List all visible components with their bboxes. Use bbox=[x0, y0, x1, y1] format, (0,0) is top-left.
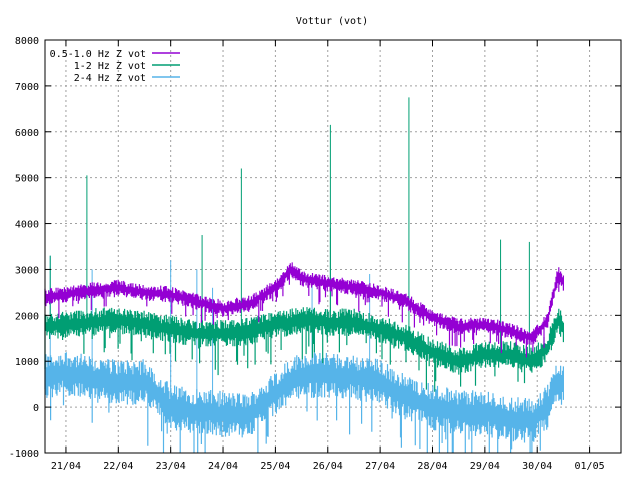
y-tick-label: -1000 bbox=[9, 449, 39, 460]
plot-area bbox=[44, 97, 564, 453]
y-tick-label: 8000 bbox=[15, 36, 39, 47]
x-tick-label: 24/04 bbox=[208, 461, 238, 472]
x-tick-label: 22/04 bbox=[103, 461, 133, 472]
x-tick-label: 28/04 bbox=[417, 461, 447, 472]
series-1-2-hz-z-vot bbox=[44, 97, 564, 392]
x-axis: 21/04 22/04 23/04 24/04 25/04 26/04 27/04 28/04… bbox=[51, 40, 605, 472]
y-tick-label: 7000 bbox=[15, 82, 39, 93]
y-tick-label: 2000 bbox=[15, 311, 39, 322]
x-tick-label: 01/05 bbox=[575, 461, 605, 472]
x-tick-label: 29/04 bbox=[470, 461, 500, 472]
legend-label: 0.5-1.0 Hz Z vot bbox=[50, 49, 146, 60]
y-tick-label: 1000 bbox=[15, 357, 39, 368]
y-tick-label: 3000 bbox=[15, 265, 39, 276]
x-tick-label: 30/04 bbox=[522, 461, 552, 472]
y-tick-label: 5000 bbox=[15, 174, 39, 185]
x-tick-label: 23/04 bbox=[156, 461, 186, 472]
plot-frame bbox=[44, 39, 622, 454]
chart-title: Vottur (vot) bbox=[296, 16, 368, 27]
x-tick-label: 25/04 bbox=[260, 461, 290, 472]
x-tick-label: 26/04 bbox=[313, 461, 343, 472]
y-axis: -1000 0 1000 2000 3000 4000 5000 6000 7000 8000 bbox=[9, 36, 621, 460]
x-tick-label: 27/04 bbox=[365, 461, 395, 472]
legend-label: 2-4 Hz Z vot bbox=[74, 73, 146, 84]
y-tick-label: 4000 bbox=[15, 220, 39, 231]
x-tick-label: 21/04 bbox=[51, 461, 81, 472]
y-tick-label: 6000 bbox=[15, 128, 39, 139]
y-tick-label: 0 bbox=[33, 403, 39, 414]
legend-label: 1-2 Hz Z vot bbox=[74, 61, 146, 72]
